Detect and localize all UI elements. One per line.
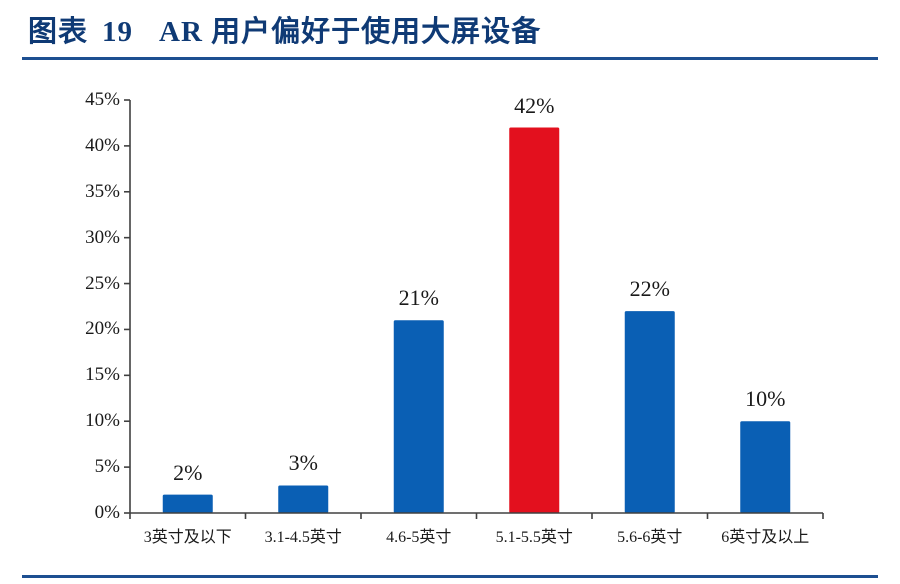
x-tick-label: 5.6-6英寸 bbox=[617, 529, 683, 546]
header-rule bbox=[22, 57, 878, 60]
bar-3 bbox=[509, 127, 560, 514]
y-tick-label: 30% bbox=[85, 226, 120, 248]
bar-2 bbox=[393, 320, 444, 513]
bar-1 bbox=[278, 485, 329, 513]
bar-value-label: 42% bbox=[514, 92, 555, 118]
bar-value-label: 3% bbox=[288, 450, 318, 476]
y-tick-label: 10% bbox=[85, 410, 120, 432]
bar-0 bbox=[162, 494, 213, 513]
bar-value-label: 21% bbox=[398, 285, 439, 311]
y-tick-label: 5% bbox=[94, 456, 120, 478]
footer-rule bbox=[22, 575, 878, 578]
x-tick-label: 4.6-5英寸 bbox=[386, 529, 452, 546]
x-tick-label: 3.1-4.5英寸 bbox=[264, 529, 342, 546]
y-tick-label: 20% bbox=[85, 318, 120, 340]
figure-number: 19 bbox=[102, 16, 134, 48]
y-tick-label: 35% bbox=[85, 180, 120, 202]
figure-title-text: AR 用户偏好于使用大屏设备 bbox=[159, 16, 542, 48]
y-tick-label: 40% bbox=[85, 134, 120, 156]
bar-4 bbox=[624, 311, 675, 513]
x-tick-label: 3英寸及以下 bbox=[143, 529, 232, 546]
y-tick-label: 45% bbox=[85, 89, 120, 110]
y-tick-label: 15% bbox=[85, 364, 120, 386]
x-tick-label: 5.1-5.5英寸 bbox=[495, 529, 573, 546]
y-tick-label: 25% bbox=[85, 272, 120, 294]
bar-value-label: 22% bbox=[629, 276, 670, 302]
y-tick-label: 0% bbox=[94, 502, 120, 523]
bar-5 bbox=[740, 421, 791, 513]
figure-label: 图表 bbox=[28, 16, 89, 48]
bar-value-label: 2% bbox=[173, 459, 203, 485]
figure-title: 图表 19 AR 用户偏好于使用大屏设备 bbox=[28, 12, 541, 52]
x-tick-label: 6英寸及以上 bbox=[721, 529, 810, 546]
bar-value-label: 10% bbox=[745, 386, 786, 412]
